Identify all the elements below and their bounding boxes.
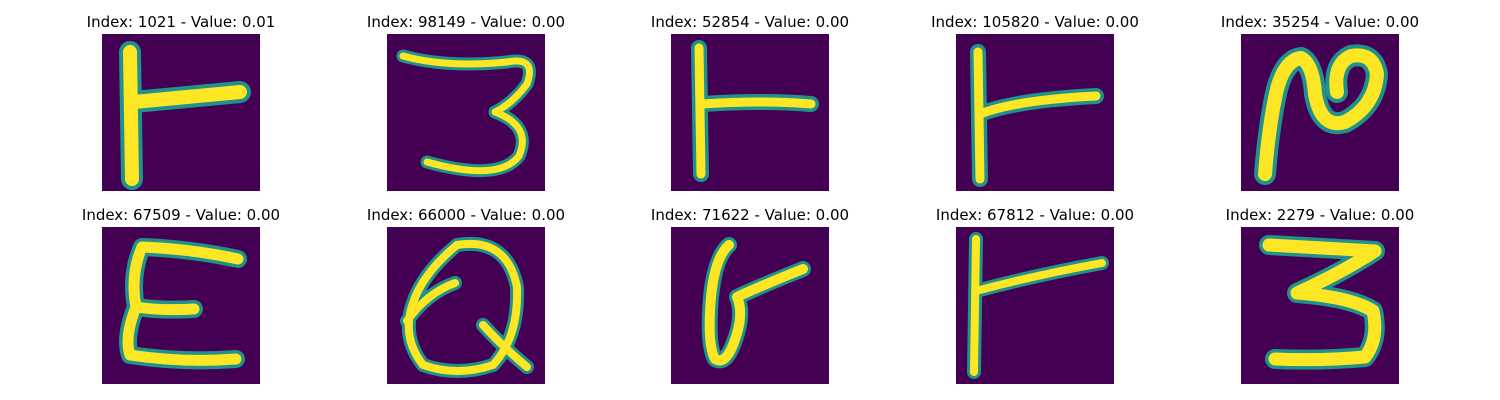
panel-title: Index: 2279 - Value: 0.00	[1225, 206, 1415, 224]
panel-6: Index: 67509 - Value: 0.00	[51, 206, 311, 391]
panel-10: Index: 2279 - Value: 0.00	[1190, 206, 1450, 391]
digit-image	[671, 34, 829, 191]
panel-title: Index: 105820 - Value: 0.00	[931, 13, 1139, 31]
digit-image	[671, 227, 829, 384]
panel-title: Index: 98149 - Value: 0.00	[366, 13, 566, 31]
digit-image	[387, 227, 545, 384]
panel-8: Index: 71622 - Value: 0.00	[620, 206, 880, 391]
panel-5: Index: 35254 - Value: 0.00	[1190, 13, 1450, 198]
digit-image	[387, 34, 545, 191]
digit-image	[956, 34, 1114, 191]
digit-image	[102, 227, 260, 384]
panel-2: Index: 98149 - Value: 0.00	[336, 13, 596, 198]
panel-title: Index: 67509 - Value: 0.00	[81, 206, 281, 224]
panel-title: Index: 71622 - Value: 0.00	[650, 206, 850, 224]
panel-3: Index: 52854 - Value: 0.00	[620, 13, 880, 198]
panel-title: Index: 66000 - Value: 0.00	[366, 206, 566, 224]
panel-9: Index: 67812 - Value: 0.00	[905, 206, 1165, 391]
panel-1: Index: 1021 - Value: 0.01	[51, 13, 311, 198]
panel-4: Index: 105820 - Value: 0.00	[905, 13, 1165, 198]
panel-title: Index: 67812 - Value: 0.00	[935, 206, 1135, 224]
panel-title: Index: 35254 - Value: 0.00	[1220, 13, 1420, 31]
panel-7: Index: 66000 - Value: 0.00	[336, 206, 596, 391]
digit-image	[1241, 34, 1399, 191]
digit-image	[956, 227, 1114, 384]
digit-image	[102, 34, 260, 191]
digit-image	[1241, 227, 1399, 384]
panel-title: Index: 52854 - Value: 0.00	[650, 13, 850, 31]
panel-title: Index: 1021 - Value: 0.01	[86, 13, 276, 31]
